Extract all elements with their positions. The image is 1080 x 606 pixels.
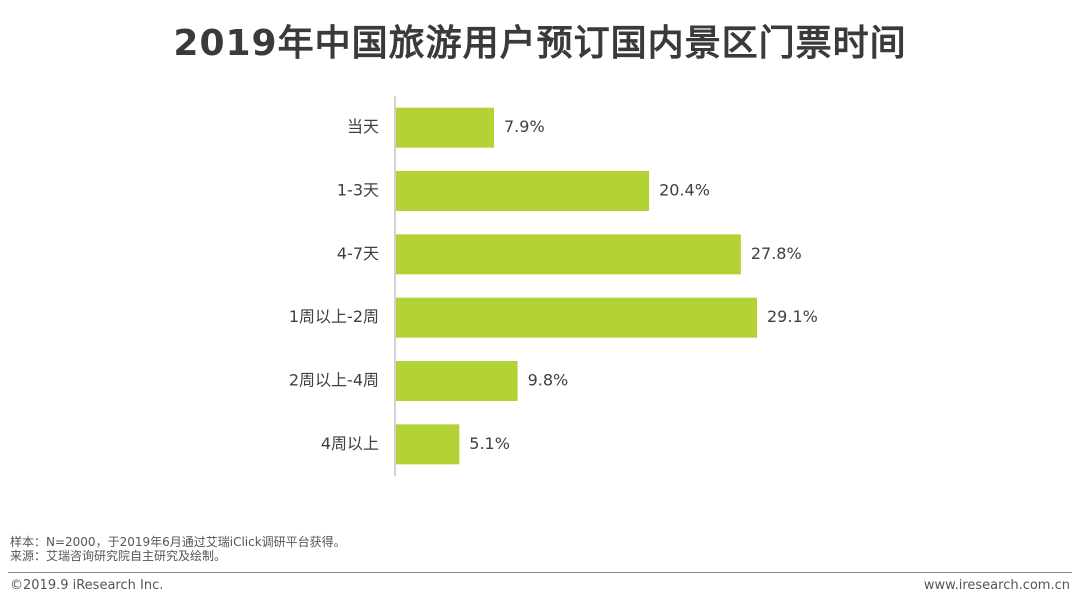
bar-2 — [396, 234, 741, 275]
value-label-2: 27.8% — [751, 244, 802, 263]
category-label-0: 当天 — [347, 117, 379, 136]
category-label-1: 1-3天 — [337, 181, 379, 200]
category-label-2: 4-7天 — [337, 244, 379, 263]
bar-4 — [396, 361, 518, 401]
footer-divider — [8, 572, 1072, 573]
bar-5 — [396, 424, 460, 465]
bar-0 — [396, 107, 495, 148]
copyright-text: ©2019.9 iResearch Inc. — [10, 578, 164, 593]
bar-3 — [396, 297, 757, 338]
value-label-4: 9.8% — [528, 371, 569, 390]
bar-1 — [396, 171, 650, 211]
sample-note: 样本：N=2000，于2019年6月通过艾瑞iClick调研平台获得。 — [10, 535, 346, 549]
value-label-3: 29.1% — [767, 307, 818, 326]
value-label-1: 20.4% — [659, 181, 710, 200]
bars-group: 当天 7.9% 1-3天 20.4% 4-7天 27.8% 1周以上-2周 29.1% 2周以上… — [289, 107, 818, 465]
value-label-0: 7.9% — [504, 117, 545, 136]
chart-title: 2019年中国旅游用户预订国内景区门票时间 — [173, 23, 907, 64]
category-label-4: 2周以上-4周 — [289, 371, 379, 390]
website-link[interactable]: www.iresearch.com.cn — [923, 578, 1070, 593]
chart-notes: 样本：N=2000，于2019年6月通过艾瑞iClick调研平台获得。 来源：艾… — [10, 535, 346, 563]
category-label-3: 1周以上-2周 — [289, 307, 379, 326]
category-label-5: 4周以上 — [321, 434, 379, 453]
source-note: 来源：艾瑞咨询研究院自主研究及绘制。 — [10, 549, 227, 563]
value-label-5: 5.1% — [469, 434, 510, 453]
